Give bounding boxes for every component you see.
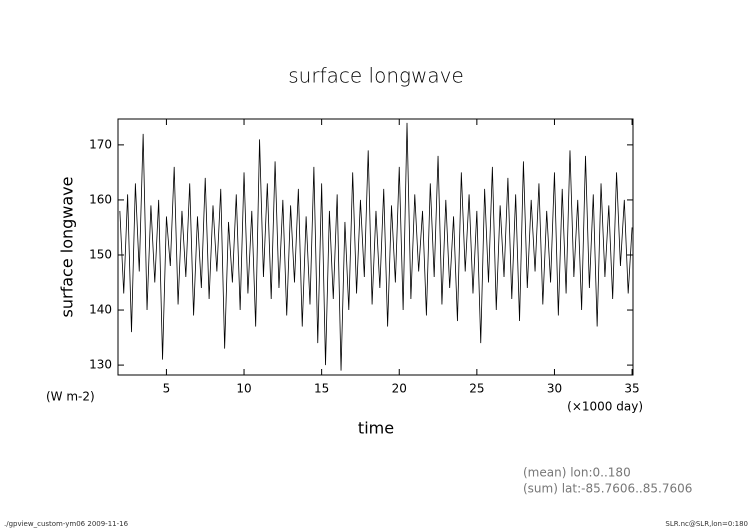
note: (mean) lon:0..180 <box>523 466 631 480</box>
y-tick-label: 160 <box>89 192 112 206</box>
x-tick-label: 25 <box>469 382 484 396</box>
data-line <box>119 122 633 371</box>
y-tick-label: 150 <box>89 247 112 261</box>
footer-right: SLR.nc@SLR,lon=0:180 <box>665 520 748 528</box>
x-tick-label: 5 <box>163 382 171 396</box>
x-tick-label: 10 <box>236 382 251 396</box>
x-tick-label: 30 <box>547 382 562 396</box>
y-tick-label: 130 <box>89 358 112 372</box>
y-tick-label: 170 <box>89 137 112 151</box>
y-axis-unit: (W m-2) <box>46 390 95 404</box>
plot-frame <box>117 118 634 376</box>
chart-title: surface longwave <box>288 64 464 88</box>
x-axis-label: time <box>358 419 394 438</box>
y-tick-label: 140 <box>89 303 112 317</box>
x-tick-label: 35 <box>624 382 639 396</box>
footer-left: ./gpview_custom-ym06 2009-11-16 <box>4 520 129 528</box>
y-axis-label: surface longwave <box>58 177 77 318</box>
x-axis-unit: (×1000 day) <box>567 400 643 414</box>
x-tick-label: 20 <box>392 382 407 396</box>
note: (sum) lat:-85.7606..85.7606 <box>523 482 692 496</box>
x-tick-label: 15 <box>314 382 329 396</box>
